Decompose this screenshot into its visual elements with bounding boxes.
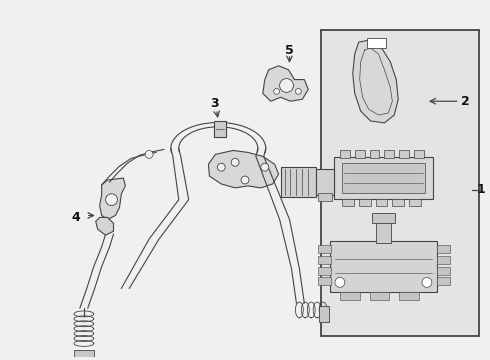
Bar	[318, 267, 331, 275]
Bar	[367, 38, 387, 48]
Bar	[281, 167, 316, 197]
Bar	[214, 121, 226, 137]
Bar	[355, 150, 365, 158]
Circle shape	[274, 89, 280, 94]
Polygon shape	[353, 40, 398, 123]
Bar	[74, 350, 94, 358]
Polygon shape	[96, 217, 114, 235]
Polygon shape	[263, 66, 308, 101]
Circle shape	[145, 150, 153, 158]
Bar	[437, 245, 450, 253]
Polygon shape	[208, 150, 279, 188]
Bar	[342, 199, 354, 206]
Bar	[316, 169, 334, 195]
Bar	[369, 292, 390, 300]
Circle shape	[261, 163, 269, 171]
Bar	[330, 241, 437, 292]
Bar	[318, 256, 331, 264]
Bar	[340, 150, 350, 158]
Circle shape	[106, 194, 118, 206]
Text: 3: 3	[210, 97, 219, 110]
Bar	[414, 150, 424, 158]
Bar	[319, 306, 329, 322]
Bar	[437, 267, 450, 275]
Circle shape	[241, 176, 249, 184]
Bar	[399, 150, 409, 158]
Bar	[359, 199, 370, 206]
Text: 4: 4	[72, 211, 80, 224]
Bar	[340, 292, 360, 300]
Bar	[318, 193, 332, 201]
Circle shape	[335, 278, 345, 287]
Bar	[342, 163, 425, 193]
Polygon shape	[99, 178, 125, 219]
Circle shape	[422, 278, 432, 287]
Bar	[318, 278, 331, 285]
Bar	[409, 199, 421, 206]
Bar	[375, 199, 388, 206]
Bar	[375, 221, 392, 243]
Circle shape	[295, 89, 301, 94]
Bar	[318, 245, 331, 253]
Circle shape	[231, 158, 239, 166]
Bar	[369, 150, 379, 158]
Bar	[437, 278, 450, 285]
Bar	[334, 157, 433, 199]
Text: 2: 2	[461, 95, 470, 108]
Text: 1: 1	[477, 183, 486, 196]
Bar	[384, 150, 394, 158]
Circle shape	[218, 163, 225, 171]
Bar	[321, 30, 479, 336]
Bar	[437, 256, 450, 264]
Bar	[392, 199, 404, 206]
Bar	[371, 213, 395, 223]
Circle shape	[280, 78, 294, 93]
Text: 5: 5	[285, 44, 294, 57]
Bar	[399, 292, 419, 300]
